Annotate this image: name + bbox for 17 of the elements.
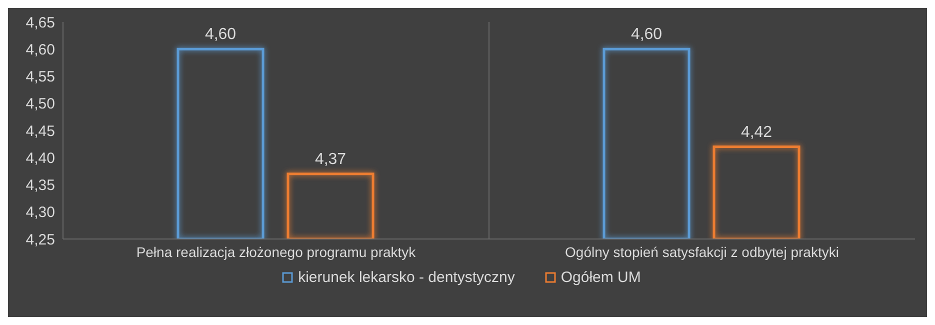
x-tick-label: Ogólny stopień satysfakcji z odbytej praktyki xyxy=(565,244,839,260)
data-label: 4,60 xyxy=(630,26,662,44)
y-tick-label: 4,65 xyxy=(26,14,55,32)
x-tick-label: Pełna realizacja złożonego programu praktyk xyxy=(136,244,417,260)
y-tick-label: 4,40 xyxy=(26,150,55,167)
y-tick-label: 4,50 xyxy=(26,96,55,113)
legend-label: kierunek lekarsko - dentystyczny xyxy=(297,269,515,286)
y-tick-label: 4,30 xyxy=(26,204,55,222)
y-tick-label: 4,45 xyxy=(26,122,55,140)
data-label: 4,60 xyxy=(204,26,236,44)
y-tick-label: 4,35 xyxy=(26,177,55,194)
data-label: 4,37 xyxy=(314,150,346,168)
y-tick-label: 4,55 xyxy=(26,68,55,86)
y-tick-label: 4,60 xyxy=(26,41,55,58)
data-label: 4,42 xyxy=(740,124,772,141)
y-tick-label: 4,25 xyxy=(26,231,55,248)
legend-label: Ogółem UM xyxy=(560,269,641,286)
